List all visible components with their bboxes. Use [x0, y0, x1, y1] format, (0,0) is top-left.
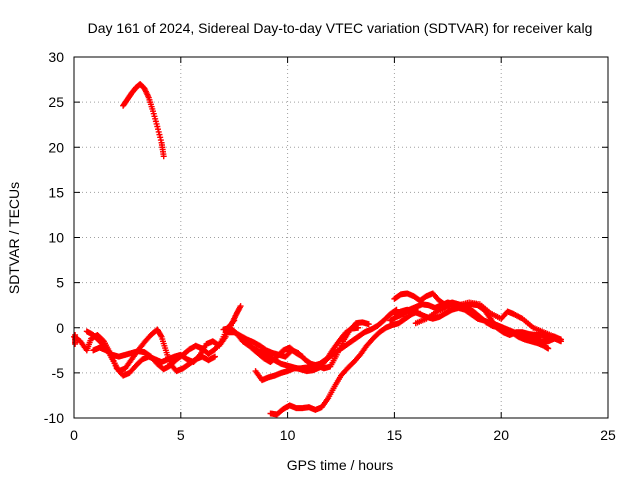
x-tick-label: 5 — [177, 427, 185, 443]
data-point — [230, 318, 237, 325]
data-point — [551, 333, 558, 340]
data-point — [157, 137, 164, 144]
chart-title: Day 161 of 2024, Sidereal Day-to-day VTE… — [88, 20, 593, 36]
series-arc-midday-4 — [252, 306, 400, 384]
x-tick-label: 15 — [387, 427, 403, 443]
data-point — [155, 126, 162, 133]
x-tick-label: 20 — [493, 427, 509, 443]
data-point — [355, 324, 362, 331]
series-arc-low-rise — [267, 308, 421, 418]
data-point — [558, 338, 565, 345]
y-tick-label: 25 — [48, 94, 64, 110]
data-point — [299, 353, 306, 360]
data-point — [156, 131, 163, 138]
grid-lines — [74, 57, 608, 418]
x-axis-label: GPS time / hours — [287, 457, 394, 473]
data-point — [231, 317, 238, 324]
series-arc-afternoon-3 — [387, 299, 552, 352]
data-point — [160, 153, 167, 160]
y-axis-label: SDTVAR / TECUs — [6, 182, 22, 294]
series-points-edge — [72, 331, 79, 347]
data-point — [72, 340, 79, 347]
y-tick-label: 20 — [48, 139, 64, 155]
y-tick-label: 10 — [48, 230, 64, 246]
x-tick-label: 10 — [280, 427, 296, 443]
data-point — [237, 303, 244, 310]
series-arc-midday-3 — [241, 338, 306, 366]
axis-ticks: 0 5 10 15 20 25 -10 -5 0 5 10 15 20 25 30 — [44, 49, 616, 443]
x-tick-label: 0 — [70, 427, 78, 443]
data-point — [211, 353, 218, 360]
x-tick-label: 25 — [600, 427, 616, 443]
data-point — [154, 123, 161, 130]
y-tick-label: -10 — [44, 410, 64, 426]
series-arc-morning-2 — [83, 326, 218, 375]
y-tick-label: 5 — [56, 275, 64, 291]
y-tick-label: 15 — [48, 184, 64, 200]
data-point — [157, 332, 164, 339]
series-arc-early-high — [120, 81, 167, 160]
y-tick-label: 30 — [48, 49, 64, 65]
y-tick-label: -5 — [52, 365, 65, 381]
y-tick-label: 0 — [56, 320, 64, 336]
series-arc-afternoon-4 — [412, 299, 558, 340]
data-marks — [71, 81, 565, 418]
data-point — [157, 134, 164, 141]
data-point — [365, 321, 372, 328]
data-point — [155, 128, 162, 135]
data-point — [545, 345, 552, 352]
